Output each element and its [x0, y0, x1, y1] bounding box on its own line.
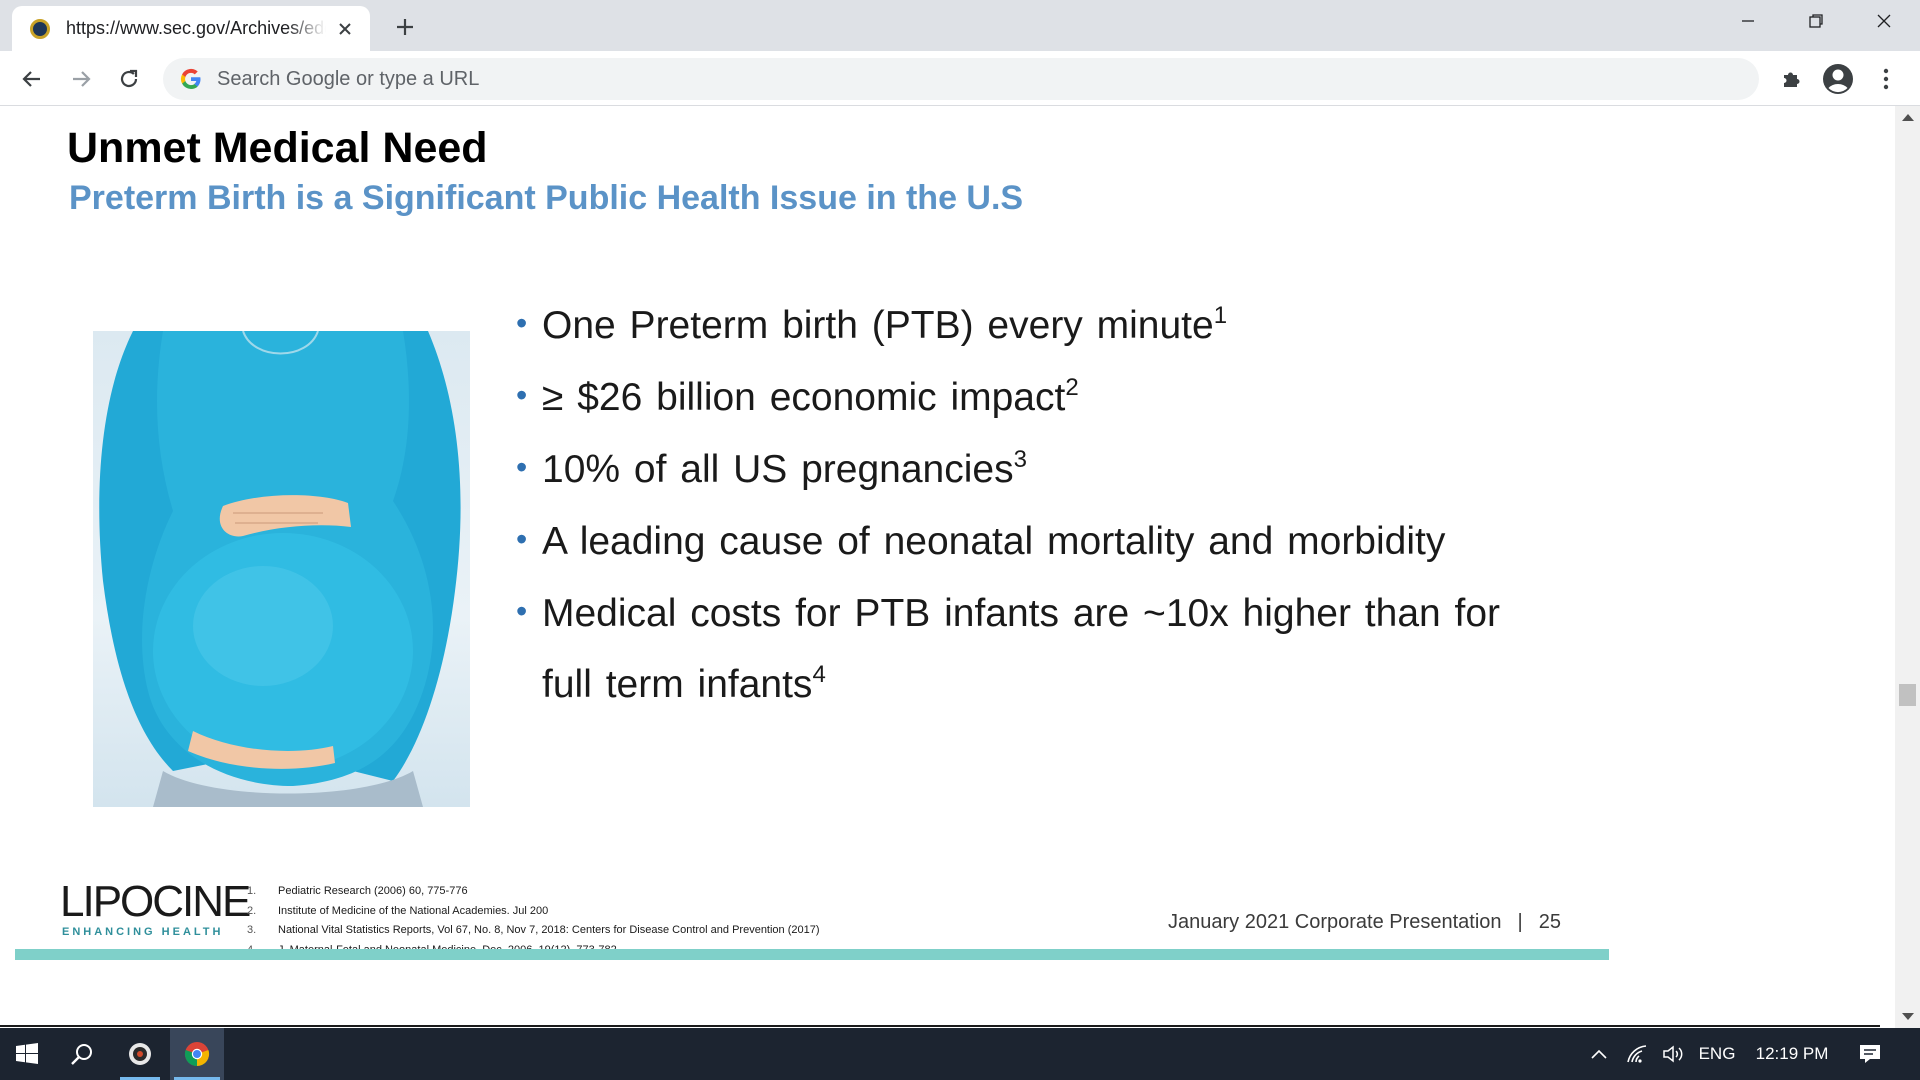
logo-wordmark: LIPOCINE	[60, 877, 251, 926]
profile-avatar-icon[interactable]	[1820, 61, 1856, 97]
page-number: 25	[1538, 911, 1561, 933]
bullet-list: One Preterm birth (PTB) every minute1 ≥ …	[516, 304, 1566, 705]
footnote-ref: 1	[1213, 302, 1228, 329]
footnote-ref: 2	[1065, 374, 1079, 401]
footnote-ref: 4	[812, 661, 826, 688]
notification-center-icon[interactable]	[1850, 1028, 1890, 1080]
bullet-item: Medical costs for PTB infants are ~10x h…	[516, 594, 1566, 704]
scroll-thumb[interactable]	[1899, 684, 1916, 706]
menu-kebab-icon[interactable]	[1868, 61, 1904, 97]
tab-strip: https://www.sec.gov/Archives/edgar/data/	[0, 0, 1920, 51]
page-viewport: Unmet Medical Need Preterm Birth is a Si…	[0, 106, 1895, 1028]
lipocine-logo: LIPOCINE ENHANCING HEALTH	[60, 877, 251, 939]
omnibox-placeholder: Search Google or type a URL	[217, 67, 480, 90]
presentation-label: January 2021 Corporate Presentation	[1168, 911, 1502, 933]
vertical-scrollbar[interactable]	[1895, 106, 1920, 1028]
footnote: 2. Institute of Medicine of the National …	[247, 904, 549, 917]
reload-icon[interactable]	[112, 62, 146, 96]
sec-seal-icon	[30, 18, 50, 39]
chrome-icon[interactable]	[170, 1028, 224, 1080]
clock[interactable]: 12:19 PM	[1755, 1044, 1829, 1063]
new-tab-icon[interactable]	[390, 12, 420, 42]
bullet-item: 10% of all US pregnancies3	[516, 448, 1566, 490]
footnote-ref: 3	[1013, 446, 1027, 473]
active-indicator	[174, 1077, 220, 1080]
tray-overflow-chevron-icon[interactable]	[1584, 1028, 1614, 1080]
accent-bar	[15, 949, 1609, 960]
footnote: 3. National Vital Statistics Reports, Vol…	[247, 924, 820, 936]
bullet-item: A leading cause of neonatal mortality an…	[516, 522, 1566, 561]
close-tab-icon[interactable]	[334, 18, 356, 40]
wifi-icon[interactable]	[1620, 1028, 1656, 1080]
search-icon[interactable]	[58, 1028, 106, 1080]
scroll-up-arrow-icon[interactable]	[1902, 114, 1914, 121]
scroll-down-arrow-icon[interactable]	[1902, 1013, 1914, 1020]
tab-title: https://www.sec.gov/Archives/edgar/data/	[66, 18, 326, 38]
windows-taskbar: ENG 12:19 PM	[0, 1028, 1920, 1080]
footer-separator: |	[1517, 911, 1523, 933]
close-window-icon[interactable]	[1854, 0, 1914, 42]
logo-tagline: ENHANCING HEALTH	[62, 926, 224, 938]
address-bar[interactable]: Search Google or type a URL	[163, 58, 1759, 100]
slide-title: Unmet Medical Need	[67, 124, 488, 172]
volume-icon[interactable]	[1656, 1028, 1692, 1080]
slide-subtitle: Preterm Birth is a Significant Public He…	[69, 179, 1024, 217]
forward-arrow-icon[interactable]	[64, 62, 98, 96]
pregnant-woman-photo	[93, 331, 470, 807]
page-divider	[0, 1025, 1880, 1027]
language-indicator[interactable]: ENG	[1698, 1044, 1736, 1063]
slide-footer: January 2021 Corporate Presentation | 25	[1168, 911, 1561, 934]
bullet-item: One Preterm birth (PTB) every minute1	[516, 304, 1566, 346]
footnote: 1. Pediatric Research (2006) 60, 775-776	[247, 885, 468, 897]
bullet-item: ≥ $26 billion economic impact2	[516, 376, 1566, 418]
google-g-icon	[180, 68, 201, 90]
extensions-puzzle-icon[interactable]	[1773, 61, 1809, 97]
active-indicator	[120, 1077, 160, 1080]
browser-tab[interactable]: https://www.sec.gov/Archives/edgar/data/	[12, 6, 370, 51]
browser-toolbar: Search Google or type a URL	[0, 51, 1920, 106]
back-arrow-icon[interactable]	[15, 62, 49, 96]
windows-start-icon[interactable]	[0, 1028, 54, 1080]
restore-icon[interactable]	[1786, 0, 1846, 42]
media-app-icon[interactable]	[116, 1028, 164, 1080]
minimize-icon[interactable]	[1718, 0, 1778, 42]
